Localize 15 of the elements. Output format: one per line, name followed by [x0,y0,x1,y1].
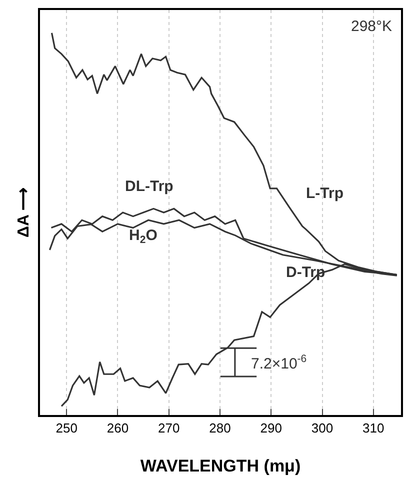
x-tick-label: 280 [209,420,231,436]
x-tick-label: 250 [56,420,78,436]
x-tick-label: 300 [311,420,334,436]
x-axis-title: WAVELENGTH (mμ) [140,456,301,476]
x-tick-label: 310 [362,420,384,436]
y-axis-title: ΔA ⟶ [15,188,32,238]
annotation: 7.2×10$^{-6}$ [251,353,307,372]
x-tick-label: 270 [158,420,180,436]
series-label: L-Trp [306,185,344,202]
annotation: 298°K [351,18,392,35]
series-label: H$_{2}$O [129,227,158,246]
series-label: D-Trp [286,264,326,281]
x-tick-label: 290 [260,420,282,436]
x-tick-label: 260 [106,420,129,436]
series-label: DL-Trp [125,178,174,195]
